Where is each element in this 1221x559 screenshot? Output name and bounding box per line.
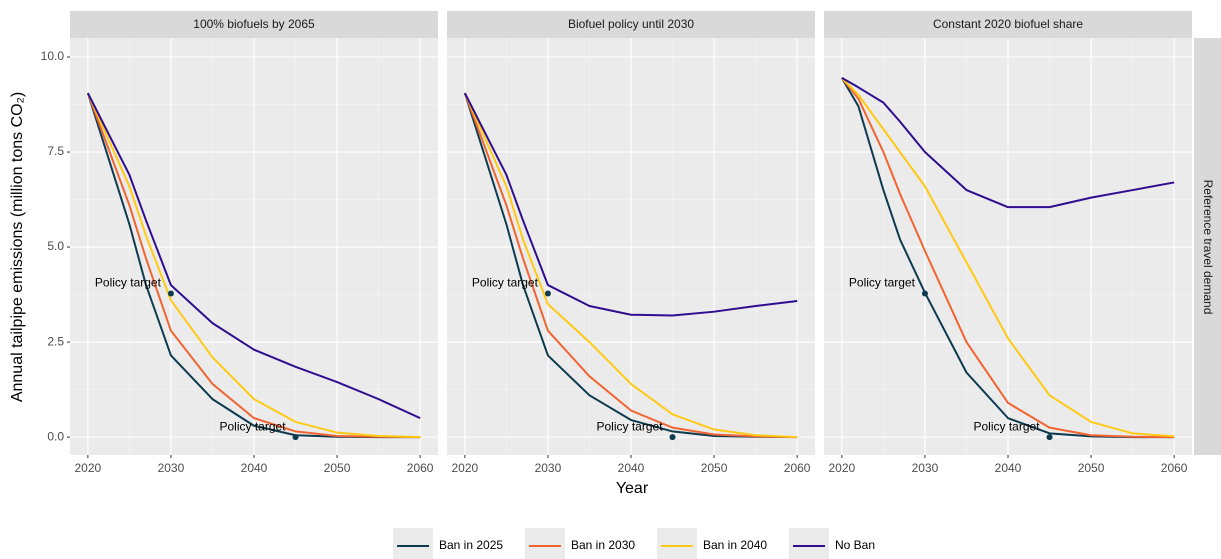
strip-background	[824, 11, 1192, 38]
legend-key	[657, 528, 697, 559]
strip-background	[70, 11, 438, 38]
x-tick-label: 2030	[158, 461, 185, 475]
facet-title: 100% biofuels by 2065	[193, 17, 315, 31]
facet-title: Biofuel policy until 2030	[568, 17, 694, 31]
legend-key	[393, 528, 433, 559]
target-label: Policy target	[95, 276, 162, 290]
target-label: Policy target	[472, 276, 539, 290]
target-label: Policy target	[974, 419, 1041, 433]
target-point	[1046, 434, 1053, 441]
legend-label: Ban in 2025	[439, 538, 503, 552]
x-tick-label: 2060	[1161, 461, 1188, 475]
line-series	[463, 92, 798, 439]
strip-background	[447, 11, 815, 38]
line-series	[86, 92, 421, 420]
x-tick-label: 2060	[407, 461, 434, 475]
line-series	[86, 92, 421, 439]
x-tick-label: 2030	[535, 461, 562, 475]
legend-key	[525, 528, 565, 559]
facet-title: Constant 2020 biofuel share	[933, 17, 1083, 31]
x-tick-label: 2060	[784, 461, 811, 475]
target-label: Policy target	[597, 419, 664, 433]
x-tick-label: 2020	[452, 461, 479, 475]
y-tick-label: 2.5	[47, 334, 64, 348]
legend-label: No Ban	[835, 538, 875, 552]
y-tick-label: 10.0	[41, 49, 65, 63]
legend-label: Ban in 2030	[571, 538, 635, 552]
y-axis-title: Annual tailpipe emissions (million tons …	[9, 92, 26, 402]
y-tick-label: 0.0	[47, 429, 64, 443]
target-point	[167, 290, 174, 297]
x-tick-label: 2040	[618, 461, 645, 475]
x-tick-label: 2040	[241, 461, 268, 475]
target-label: Policy target	[220, 419, 287, 433]
line-series	[841, 77, 1175, 209]
x-tick-label: 2050	[324, 461, 351, 475]
y-tick-label: 5.0	[47, 239, 64, 253]
y-tick-label: 7.5	[47, 144, 64, 158]
line-series	[841, 77, 1175, 438]
strip-background	[1194, 38, 1221, 455]
x-tick-label: 2020	[75, 461, 102, 475]
x-tick-label: 2050	[1078, 461, 1105, 475]
line-series	[86, 92, 421, 439]
target-point	[669, 434, 676, 441]
x-tick-label: 2040	[995, 461, 1022, 475]
line-series	[463, 92, 798, 317]
target-point	[921, 290, 928, 297]
legend-key	[789, 528, 829, 559]
target-point	[544, 290, 551, 297]
line-series	[463, 92, 798, 439]
target-point	[292, 434, 299, 441]
x-tick-label: 2030	[912, 461, 939, 475]
x-tick-label: 2020	[829, 461, 856, 475]
target-label: Policy target	[849, 276, 916, 290]
x-tick-label: 2050	[701, 461, 728, 475]
strip-label: Reference travel demand	[1201, 180, 1215, 315]
legend-label: Ban in 2040	[703, 538, 767, 552]
line-series	[841, 77, 1175, 439]
x-axis-title: Year	[616, 480, 649, 497]
